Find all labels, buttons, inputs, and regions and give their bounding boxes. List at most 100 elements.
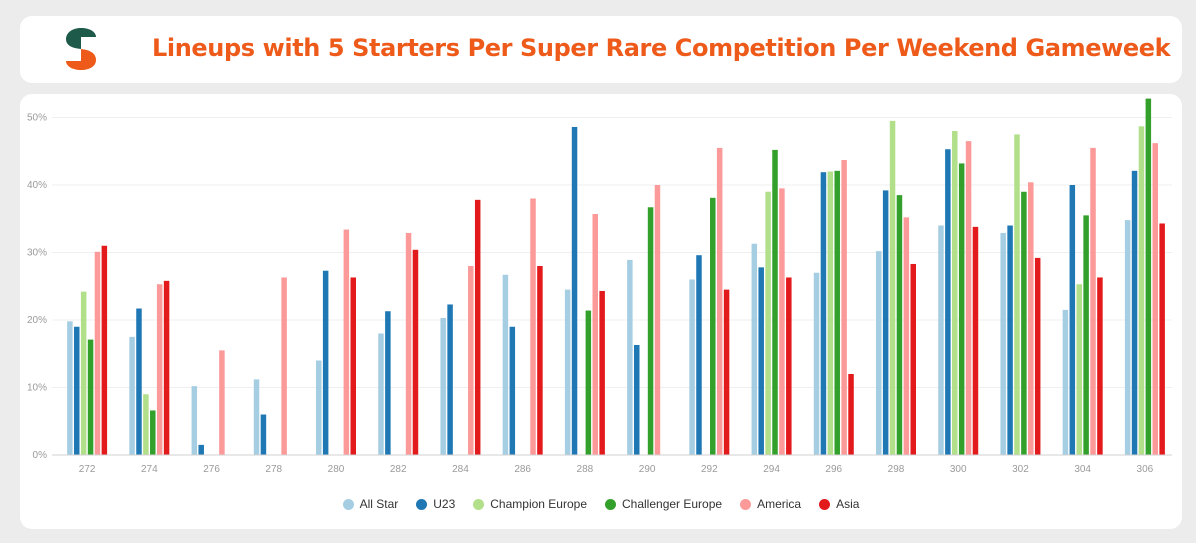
bar-u23-296[interactable]	[820, 172, 827, 455]
bar-all-star-282[interactable]	[378, 333, 384, 456]
bar-all-star-284[interactable]	[440, 317, 446, 455]
bar-america-276[interactable]	[219, 350, 225, 456]
bar-u23-306[interactable]	[1131, 170, 1138, 455]
bar-asia-284[interactable]	[474, 199, 481, 455]
bar-asia-280[interactable]	[350, 277, 357, 455]
bar-champion-europe-300[interactable]	[952, 131, 958, 455]
bar-america-272[interactable]	[94, 251, 101, 455]
bar-all-star-304[interactable]	[1062, 309, 1069, 456]
bar-asia-296[interactable]	[848, 374, 854, 455]
bar-challenger-europe-302[interactable]	[1021, 191, 1027, 455]
bar-america-286[interactable]	[530, 198, 536, 456]
bar-america-290[interactable]	[654, 185, 661, 455]
bar-all-star-290[interactable]	[627, 259, 633, 455]
bar-u23-274[interactable]	[136, 308, 142, 455]
bar-challenger-europe-290[interactable]	[647, 207, 654, 455]
bar-asia-306[interactable]	[1159, 223, 1165, 455]
bar-asia-300[interactable]	[972, 226, 979, 455]
bar-all-star-280[interactable]	[316, 360, 322, 456]
bar-champion-europe-306[interactable]	[1138, 126, 1145, 455]
legend-swatch	[605, 498, 616, 510]
bar-champion-europe-294[interactable]	[765, 191, 771, 455]
bar-u23-284[interactable]	[447, 304, 453, 455]
bar-all-star-274[interactable]	[129, 336, 135, 456]
bar-america-298[interactable]	[903, 217, 910, 455]
bar-america-292[interactable]	[716, 147, 723, 456]
bar-u23-280[interactable]	[322, 270, 329, 455]
bar-u23-276[interactable]	[198, 444, 204, 456]
bar-asia-272[interactable]	[101, 245, 108, 455]
bar-challenger-europe-306[interactable]	[1145, 98, 1152, 455]
bar-u23-302[interactable]	[1007, 225, 1013, 456]
bar-america-296[interactable]	[841, 160, 847, 455]
legend-item-challenger-europe[interactable]: Challenger Europe	[605, 497, 722, 511]
bar-all-star-286[interactable]	[502, 274, 509, 455]
bar-champion-europe-302[interactable]	[1014, 134, 1020, 456]
bar-america-306[interactable]	[1152, 143, 1158, 455]
bar-asia-302[interactable]	[1034, 257, 1041, 455]
bar-u23-292[interactable]	[696, 255, 702, 455]
bar-u23-294[interactable]	[758, 267, 764, 455]
bar-champion-europe-274[interactable]	[143, 394, 149, 455]
bar-all-star-296[interactable]	[813, 272, 820, 455]
bar-champion-europe-304[interactable]	[1076, 284, 1082, 455]
bar-america-280[interactable]	[343, 229, 350, 455]
bar-u23-290[interactable]	[634, 344, 640, 455]
x-tick-label: 284	[452, 464, 469, 475]
bar-u23-282[interactable]	[385, 311, 391, 455]
bar-all-star-276[interactable]	[191, 386, 198, 455]
bar-asia-274[interactable]	[163, 280, 170, 455]
bar-challenger-europe-292[interactable]	[710, 197, 716, 455]
bar-champion-europe-296[interactable]	[827, 171, 834, 456]
bar-america-304[interactable]	[1090, 147, 1096, 456]
bar-champion-europe-272[interactable]	[80, 291, 87, 455]
bar-champion-europe-298[interactable]	[889, 120, 896, 456]
bar-asia-304[interactable]	[1097, 277, 1103, 455]
bar-all-star-302[interactable]	[1000, 232, 1006, 455]
bar-all-star-306[interactable]	[1124, 220, 1131, 455]
x-tick-label: 300	[950, 464, 967, 475]
legend-item-all-star[interactable]: All Star	[342, 497, 398, 511]
bar-u23-288[interactable]	[571, 126, 578, 455]
bar-all-star-292[interactable]	[689, 279, 695, 456]
bar-u23-278[interactable]	[260, 414, 267, 456]
bar-challenger-europe-300[interactable]	[958, 163, 965, 455]
bar-america-302[interactable]	[1028, 182, 1034, 456]
bar-america-282[interactable]	[405, 232, 412, 455]
bar-america-294[interactable]	[779, 188, 785, 456]
bar-asia-292[interactable]	[723, 289, 730, 456]
bar-challenger-europe-272[interactable]	[87, 339, 94, 455]
bar-all-star-272[interactable]	[67, 321, 73, 455]
bar-asia-298[interactable]	[910, 263, 917, 455]
bar-u23-272[interactable]	[74, 326, 80, 455]
bar-america-284[interactable]	[468, 266, 474, 455]
bar-all-star-300[interactable]	[938, 225, 944, 456]
bar-asia-286[interactable]	[537, 266, 543, 455]
legend-item-champion-europe[interactable]: Champion Europe	[473, 497, 587, 511]
bar-america-300[interactable]	[965, 141, 972, 456]
bar-all-star-278[interactable]	[253, 379, 260, 455]
bar-u23-286[interactable]	[509, 326, 516, 455]
bar-asia-282[interactable]	[412, 249, 419, 455]
bar-u23-298[interactable]	[882, 190, 889, 455]
bar-all-star-288[interactable]	[564, 289, 571, 456]
bar-asia-288[interactable]	[599, 290, 605, 455]
bar-challenger-europe-304[interactable]	[1083, 215, 1089, 456]
bar-challenger-europe-274[interactable]	[150, 410, 156, 455]
bar-u23-300[interactable]	[945, 149, 951, 456]
bar-all-star-298[interactable]	[876, 251, 882, 455]
bar-all-star-294[interactable]	[751, 243, 758, 455]
bar-challenger-europe-288[interactable]	[585, 310, 592, 455]
legend-item-america[interactable]: America	[740, 497, 801, 511]
bar-asia-294[interactable]	[786, 277, 792, 455]
bar-america-288[interactable]	[592, 214, 598, 455]
bar-challenger-europe-298[interactable]	[896, 195, 903, 456]
bar-america-274[interactable]	[156, 284, 163, 455]
bar-u23-304[interactable]	[1069, 185, 1076, 455]
bar-challenger-europe-294[interactable]	[772, 149, 778, 455]
legend-swatch	[416, 498, 428, 510]
bar-challenger-europe-296[interactable]	[834, 170, 840, 455]
legend-item-asia[interactable]: Asia	[819, 497, 859, 511]
legend-item-u23[interactable]: U23	[416, 497, 455, 511]
bar-america-278[interactable]	[281, 277, 287, 455]
